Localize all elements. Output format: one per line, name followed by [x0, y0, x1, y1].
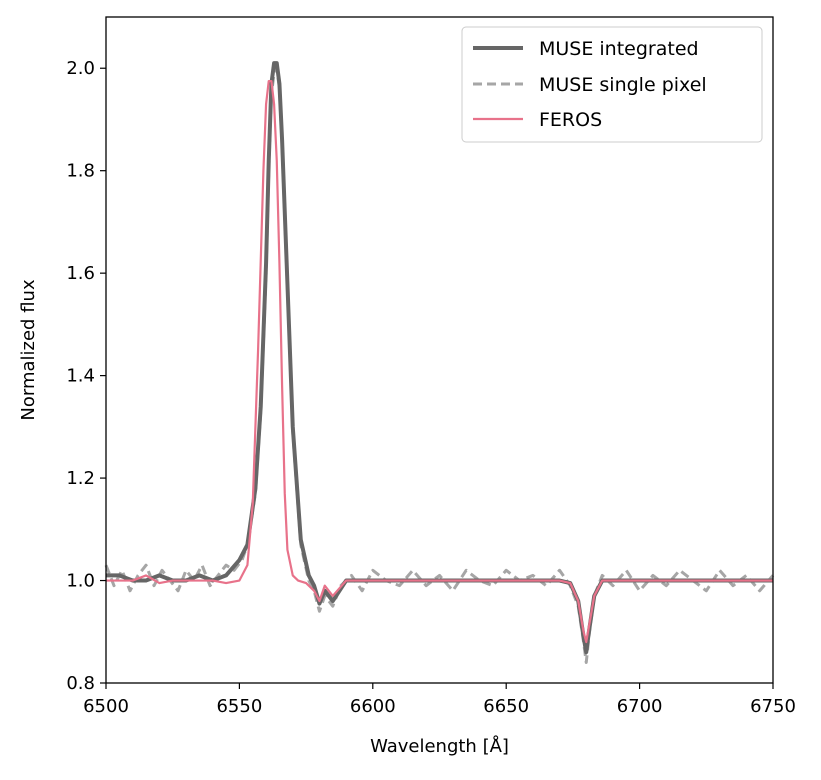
x-tick-label: 6700: [617, 696, 663, 717]
legend-label-muse-integrated: MUSE integrated: [539, 38, 699, 60]
x-tick-label: 6650: [483, 696, 529, 717]
x-tick-label: 6750: [750, 696, 796, 717]
y-tick-label: 0.8: [66, 673, 95, 694]
legend-label-muse-single-pixel: MUSE single pixel: [539, 74, 707, 96]
legend-label-feros: FEROS: [539, 109, 602, 131]
y-axis-ticks: 0.8 1.0 1.2 1.4 1.6 1.8 2.0: [66, 58, 106, 694]
y-tick-label: 1.4: [66, 366, 95, 387]
y-tick-label: 1.6: [66, 263, 95, 284]
plot-lines: [104, 61, 775, 665]
series-line-muse-integrated: [106, 61, 773, 655]
y-tick-label: 1.2: [66, 468, 95, 489]
x-tick-label: 6500: [83, 696, 129, 717]
series-line-feros: [106, 79, 773, 644]
y-axis-label: Normalized flux: [18, 279, 39, 421]
legend: MUSE integrated MUSE single pixel FEROS: [461, 26, 763, 143]
x-axis-ticks: 6500 6550 6600 6650 6700 6750: [83, 683, 796, 717]
x-tick-label: 6600: [350, 696, 396, 717]
y-tick-label: 2.0: [66, 58, 95, 79]
series-line-muse-single-pixel: [104, 66, 775, 665]
y-tick-label: 1.8: [66, 161, 95, 182]
x-tick-label: 6550: [216, 696, 262, 717]
plot-frame: [105, 16, 774, 684]
y-tick-label: 1.0: [66, 571, 95, 592]
x-axis-label: Wavelength [Å]: [370, 735, 509, 757]
legend-box: [461, 26, 763, 143]
